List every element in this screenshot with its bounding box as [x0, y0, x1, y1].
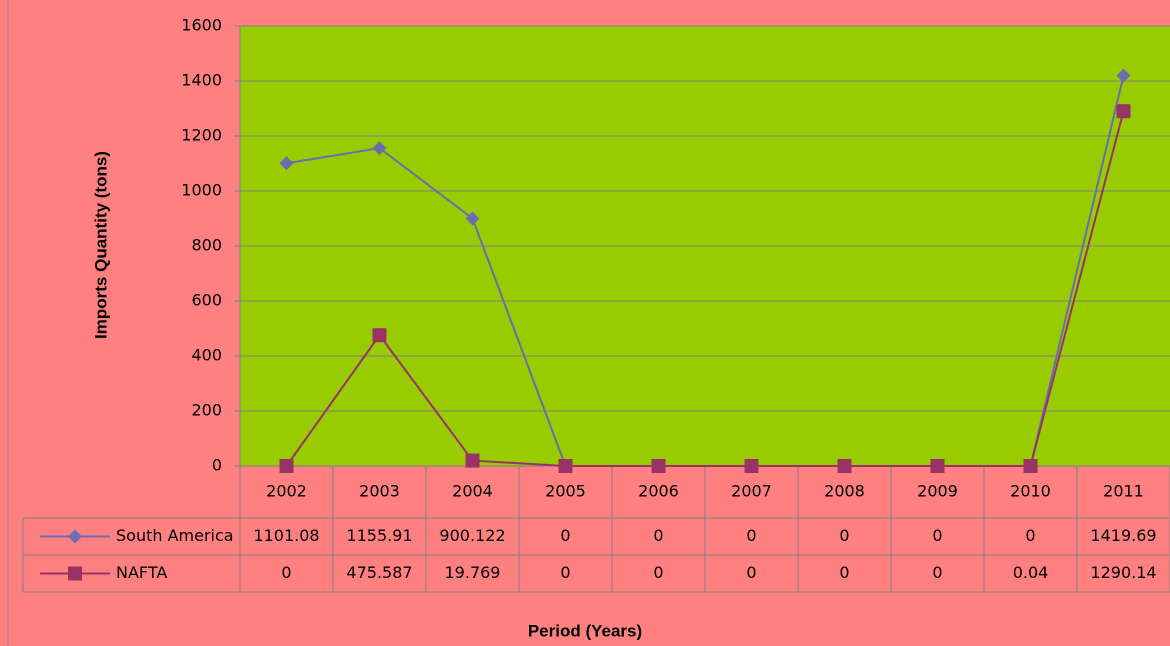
point: [1023, 458, 1038, 473]
table-value: 1155.91: [346, 526, 412, 545]
point: [279, 156, 294, 171]
y-tick-label: 400: [191, 346, 222, 365]
table-value: 900.122: [439, 526, 505, 545]
legend-label: South America: [116, 526, 234, 545]
table-value: 0.04: [1013, 563, 1049, 582]
point: [465, 453, 480, 468]
table-value: 0: [932, 526, 942, 545]
point: [744, 459, 759, 473]
table-value: 1419.69: [1090, 526, 1156, 545]
x-tick-label: 2007: [731, 482, 772, 501]
x-tick-label: 2003: [359, 482, 400, 501]
legend-label: NAFTA: [116, 563, 167, 582]
y-tick-label: 200: [191, 401, 222, 420]
point: [372, 328, 387, 343]
table-value: 1290.14: [1090, 563, 1156, 582]
point: [372, 141, 387, 156]
table-value: 0: [746, 563, 756, 582]
x-tick-label: 2002: [266, 482, 307, 501]
y-tick-label: 1000: [181, 181, 222, 200]
point: [1116, 68, 1131, 83]
y-tick-label: 600: [191, 291, 222, 310]
table-value: 0: [281, 563, 291, 582]
x-tick-label: 2011: [1103, 482, 1144, 501]
y-tick-label: 800: [191, 236, 222, 255]
table-value: 0: [1025, 526, 1035, 545]
y-axis-label: Imports Quantity (tons): [91, 151, 110, 339]
x-axis-label: Period (Years): [528, 621, 642, 640]
point: [465, 211, 480, 226]
table-value: 0: [560, 526, 570, 545]
point: [837, 459, 852, 473]
legend-marker: [68, 566, 82, 581]
point: [279, 459, 294, 473]
point: [930, 459, 945, 473]
table-value: 0: [932, 563, 942, 582]
y-tick-label: 1600: [181, 16, 222, 35]
table-value: 0: [560, 563, 570, 582]
x-tick-label: 2006: [638, 482, 679, 501]
point: [651, 459, 666, 473]
table-value: 0: [653, 563, 663, 582]
y-tick-label: 1200: [181, 126, 222, 145]
line: [285, 110, 1125, 467]
table-value: 0: [839, 563, 849, 582]
table-value: 0: [746, 526, 756, 545]
table-value: 0: [653, 526, 663, 545]
legend-marker: [68, 529, 82, 544]
x-tick-label: 2005: [545, 482, 586, 501]
y-tick-label: 0: [212, 456, 222, 475]
table-value: 475.587: [346, 563, 412, 582]
x-tick-label: 2008: [824, 482, 865, 501]
point: [558, 459, 573, 473]
x-tick-label: 2010: [1010, 482, 1051, 501]
y-tick-label: 1400: [181, 71, 222, 90]
x-tick-label: 2009: [917, 482, 958, 501]
table-value: 0: [839, 526, 849, 545]
table-value: 1101.08: [253, 526, 319, 545]
point: [1116, 104, 1131, 119]
table-value: 19.769: [445, 563, 501, 582]
x-tick-label: 2004: [452, 482, 493, 501]
